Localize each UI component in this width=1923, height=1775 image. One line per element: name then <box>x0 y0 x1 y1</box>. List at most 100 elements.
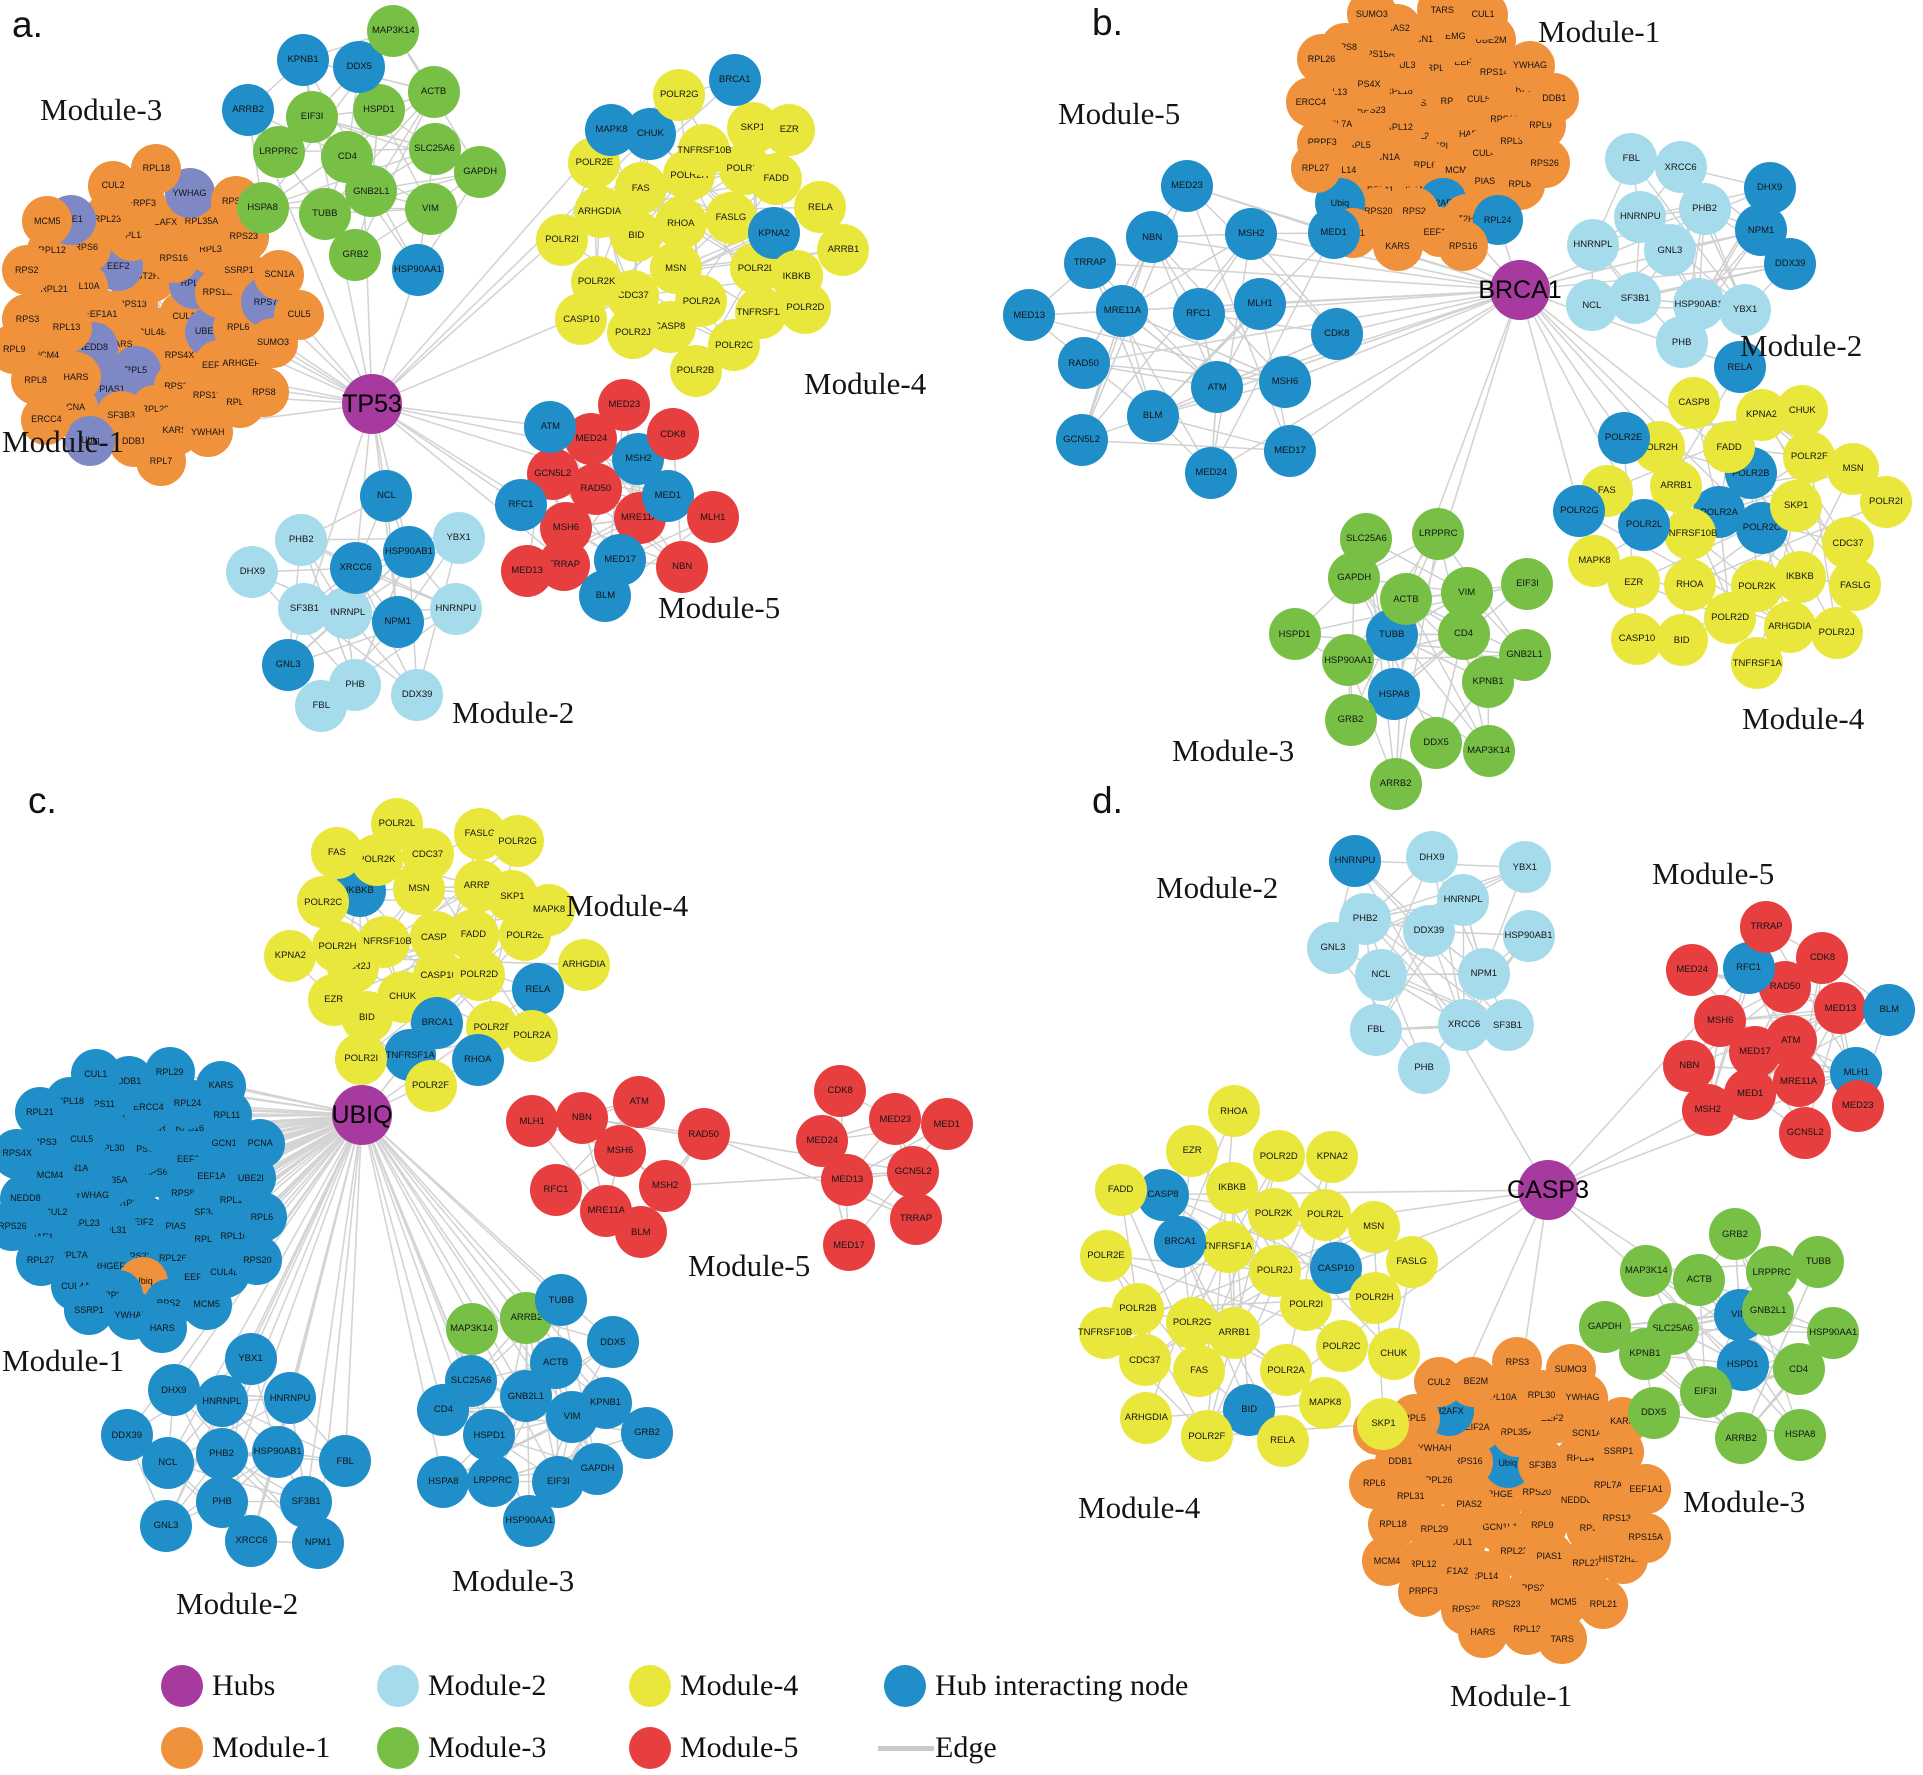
node-POLR2D[interactable]: POLR2D <box>1252 1130 1305 1183</box>
node-BRCA1[interactable]: BRCA1 <box>1154 1216 1207 1269</box>
node-HSP90AA1[interactable]: HSP90AA1 <box>1322 634 1375 687</box>
node-MAP3K14[interactable]: MAP3K14 <box>1462 725 1515 778</box>
node-ARRB2[interactable]: ARRB2 <box>222 83 275 136</box>
node-FBL[interactable]: FBL <box>295 679 348 732</box>
node-RPL29[interactable]: RPL29 <box>144 1047 195 1098</box>
node-RHOA[interactable]: RHOA <box>451 1034 504 1087</box>
node-TNFRSF10B[interactable]: TNFRSF10B <box>677 124 732 177</box>
node-NCL[interactable]: NCL <box>1354 948 1407 1001</box>
node-RPS3[interactable]: RPS3 <box>1492 1337 1543 1388</box>
node-POLR2J[interactable]: POLR2J <box>606 307 659 360</box>
node-ARHGDIA[interactable]: ARHGDIA <box>1763 600 1816 653</box>
node-TUBB[interactable]: TUBB <box>535 1274 588 1327</box>
node-RHOA[interactable]: RHOA <box>1663 558 1716 611</box>
node-ACTB[interactable]: ACTB <box>1673 1254 1726 1306</box>
node-MLH1[interactable]: MLH1 <box>1234 278 1287 331</box>
node-RPL21[interactable]: RPL21 <box>1578 1579 1629 1630</box>
node-HSP90AA1[interactable]: HSP90AA1 <box>1807 1307 1860 1360</box>
node-LRPPRC[interactable]: LRPPRC <box>466 1455 519 1508</box>
node-RPL27[interactable]: RPL27 <box>1290 143 1341 194</box>
node-POLR2D[interactable]: POLR2D <box>1704 591 1757 644</box>
node-POLR2F[interactable]: POLR2F <box>404 1059 457 1112</box>
node-DDX39[interactable]: DDX39 <box>100 1409 153 1462</box>
node-KPNA2[interactable]: KPNA2 <box>264 929 317 982</box>
node-ARHGDIA[interactable]: ARHGDIA <box>558 938 611 991</box>
node-DHX9[interactable]: DHX9 <box>1743 162 1796 215</box>
node-POLR2C[interactable]: POLR2C <box>297 876 350 929</box>
node-CDC37[interactable]: CDC37 <box>401 828 454 881</box>
node-ERCC4[interactable]: ERCC4 <box>1285 77 1336 128</box>
node-MLH1[interactable]: MLH1 <box>686 491 739 544</box>
node-ATM[interactable]: ATM <box>1191 361 1244 414</box>
node-YBX1[interactable]: YBX1 <box>1498 841 1551 894</box>
node-KPNB1[interactable]: KPNB1 <box>579 1376 632 1429</box>
node-IKBKB[interactable]: IKBKB <box>1773 550 1826 603</box>
node-CDK8[interactable]: CDK8 <box>1310 307 1363 360</box>
node-BID[interactable]: BID <box>1655 614 1708 667</box>
node-HNRNPU[interactable]: HNRNPU <box>429 582 482 635</box>
node-RPS4X[interactable]: RPS4X <box>0 1128 43 1179</box>
node-POLR2G[interactable]: POLR2G <box>1166 1296 1219 1349</box>
node-MED24[interactable]: MED24 <box>796 1114 849 1167</box>
node-RPS15A[interactable]: RPS15A <box>1620 1512 1671 1563</box>
node-NPM1[interactable]: NPM1 <box>1457 948 1510 1000</box>
node-HSP90AA1[interactable]: HSP90AA1 <box>503 1494 556 1547</box>
node-MED1[interactable]: MED1 <box>1307 207 1360 260</box>
node-MED23[interactable]: MED23 <box>869 1093 922 1146</box>
node-YBX1[interactable]: YBX1 <box>224 1332 277 1385</box>
node-KARS[interactable]: KARS <box>195 1060 246 1111</box>
node-MSH6[interactable]: MSH6 <box>1694 994 1747 1047</box>
node-LRPPRC[interactable]: LRPPRC <box>252 125 305 178</box>
node-MSH6[interactable]: MSH6 <box>594 1125 647 1178</box>
node-MAP3K14[interactable]: MAP3K14 <box>367 4 420 57</box>
node-HNRNPU[interactable]: HNRNPU <box>264 1372 317 1425</box>
node-MSN[interactable]: MSN <box>1347 1200 1400 1253</box>
node-RFC1[interactable]: RFC1 <box>1172 287 1225 340</box>
node-POLR2G[interactable]: POLR2G <box>491 815 544 868</box>
node-MCM5[interactable]: MCM5 <box>22 196 73 247</box>
node-MSH2[interactable]: MSH2 <box>639 1160 692 1213</box>
node-POLR2F[interactable]: POLR2F <box>1180 1410 1233 1463</box>
node-BLM[interactable]: BLM <box>1863 983 1916 1036</box>
node-PHB2[interactable]: PHB2 <box>275 513 328 566</box>
node-RPL6[interactable]: RPL6 <box>236 1192 287 1243</box>
node-GNL3[interactable]: GNL3 <box>262 638 315 691</box>
node-POLR2J[interactable]: POLR2J <box>1810 606 1863 659</box>
node-MAPK8[interactable]: MAPK8 <box>1568 534 1621 587</box>
node-MED24[interactable]: MED24 <box>1185 446 1238 499</box>
node-POLR2G[interactable]: POLR2G <box>1553 485 1606 538</box>
node-YWHAH[interactable]: YWHAH <box>182 407 233 458</box>
node-MSH2[interactable]: MSH2 <box>1681 1083 1734 1136</box>
node-MCM5[interactable]: MCM5 <box>181 1279 232 1330</box>
node-HSP90AB1[interactable]: HSP90AB1 <box>251 1425 304 1478</box>
node-DDX5[interactable]: DDX5 <box>586 1316 639 1369</box>
node-MED23[interactable]: MED23 <box>1160 159 1213 212</box>
node-POLR2B[interactable]: POLR2B <box>669 344 722 397</box>
node-RPS26[interactable]: RPS26 <box>1519 138 1570 189</box>
node-POLR2E[interactable]: POLR2E <box>1597 411 1650 464</box>
node-POLR2H[interactable]: POLR2H <box>311 920 364 973</box>
node-LRPPRC[interactable]: LRPPRC <box>1412 507 1465 560</box>
node-TNFRSF1A[interactable]: TNFRSF1A <box>1731 637 1784 690</box>
node-XRCC6[interactable]: XRCC6 <box>225 1514 278 1567</box>
node-POLR2L[interactable]: POLR2L <box>370 797 423 850</box>
node-KPNB1[interactable]: KPNB1 <box>277 33 330 86</box>
node-GAPDH[interactable]: GAPDH <box>571 1443 624 1496</box>
node-RHOA[interactable]: RHOA <box>654 197 707 250</box>
node-POLR2H[interactable]: POLR2H <box>1348 1271 1401 1324</box>
node-SLC25A6[interactable]: SLC25A6 <box>1340 512 1393 565</box>
node-MRE11A[interactable]: MRE11A <box>1096 284 1149 337</box>
node-ACTB[interactable]: ACTB <box>407 65 460 118</box>
node-MAP3K14[interactable]: MAP3K14 <box>1620 1244 1673 1297</box>
node-POLR2D[interactable]: POLR2D <box>453 949 506 1002</box>
node-RPL26[interactable]: RPL26 <box>1296 34 1347 85</box>
node-POLR2D[interactable]: POLR2D <box>779 281 832 334</box>
node-NPM1[interactable]: NPM1 <box>371 596 424 649</box>
node-RELA[interactable]: RELA <box>1713 341 1766 394</box>
node-SKP1[interactable]: SKP1 <box>1357 1397 1410 1450</box>
node-ARRB1[interactable]: ARRB1 <box>817 223 870 276</box>
node-DHX9[interactable]: DHX9 <box>1405 831 1458 884</box>
node-RHOA[interactable]: RHOA <box>1207 1085 1260 1138</box>
node-SUMO3[interactable]: SUMO3 <box>1545 1344 1596 1395</box>
node-NCL[interactable]: NCL <box>360 469 413 522</box>
